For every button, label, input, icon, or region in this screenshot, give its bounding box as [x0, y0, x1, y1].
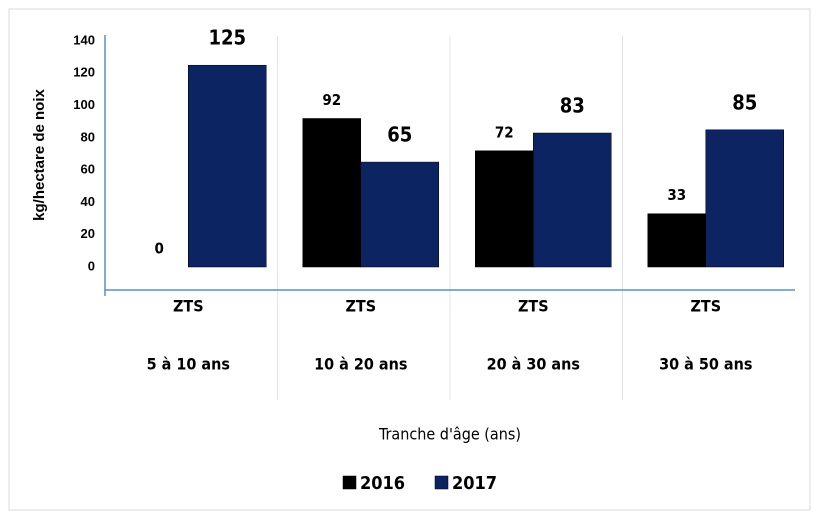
legend-swatch — [434, 475, 449, 490]
data-label: 65 — [387, 123, 412, 147]
legend-label: 2016 — [360, 473, 405, 494]
x-tick-label: ZTS — [345, 297, 376, 316]
data-label: 92 — [322, 91, 341, 109]
bar — [360, 161, 439, 268]
data-label: 125 — [208, 26, 246, 50]
bar — [475, 150, 534, 268]
y-tick-label: 80 — [81, 129, 95, 144]
y-tick-label: 120 — [73, 65, 95, 80]
y-tick-label: 0 — [88, 258, 95, 273]
data-label: 85 — [732, 90, 757, 114]
x-tick-label: 5 à 10 ans — [147, 355, 230, 374]
y-tick-label: 100 — [73, 97, 95, 112]
y-tick-label: 40 — [81, 194, 95, 209]
x-tick-label: ZTS — [518, 297, 549, 316]
x-tick-label: ZTS — [173, 297, 204, 316]
data-label: 72 — [495, 123, 514, 141]
x-tick-label: 10 à 20 ans — [314, 355, 407, 374]
legend-swatch — [342, 475, 357, 490]
data-label: 0 — [155, 240, 164, 258]
y-tick-label: 60 — [81, 162, 95, 177]
data-label: 33 — [667, 186, 686, 204]
bar — [302, 118, 361, 268]
x-tick-label: 30 à 50 ans — [659, 355, 752, 374]
bar — [533, 132, 612, 268]
data-label: 83 — [560, 94, 585, 118]
y-axis-label: kg/hectare de noix — [31, 88, 48, 220]
y-tick-label: 20 — [81, 226, 95, 241]
x-tick-label: ZTS — [690, 297, 721, 316]
y-tick-label: 140 — [73, 32, 95, 47]
legend-label: 2017 — [452, 473, 497, 494]
bar — [647, 213, 706, 268]
bar — [705, 129, 784, 268]
bar — [188, 64, 267, 268]
x-tick-label: 20 à 30 ans — [487, 355, 580, 374]
x-axis-label: Tranche d'âge (ans) — [378, 425, 521, 444]
